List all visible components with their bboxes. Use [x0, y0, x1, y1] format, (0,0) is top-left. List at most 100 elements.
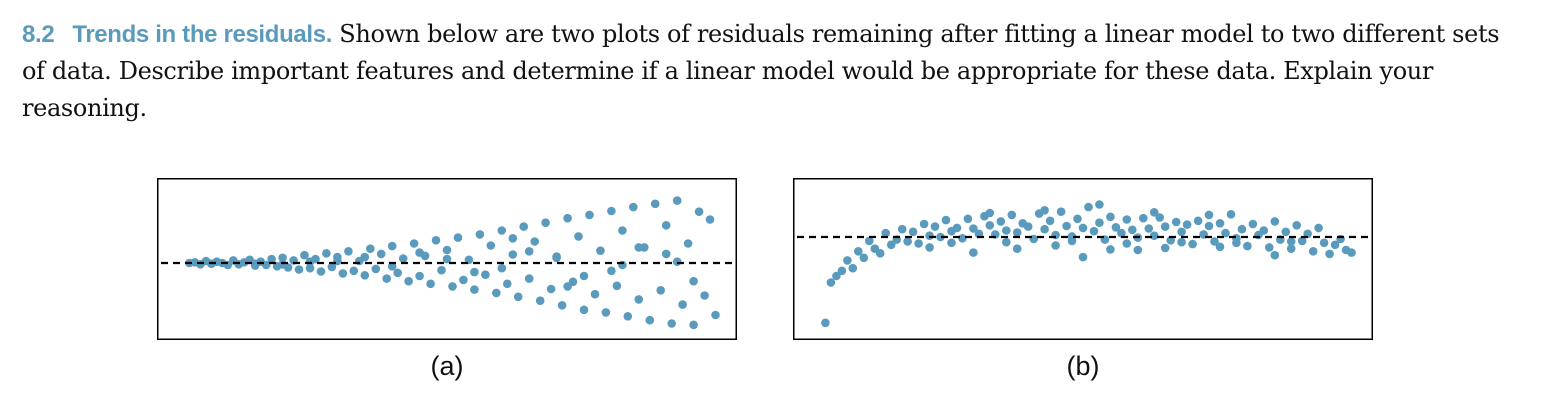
- plot-a-point: [470, 267, 479, 277]
- plot-b-point: [936, 232, 945, 242]
- plot-a-point: [267, 254, 276, 264]
- plot-b-point: [963, 214, 973, 224]
- residual-plot-b-svg: [793, 178, 1373, 340]
- plot-a-point: [371, 264, 381, 274]
- plot-b-point: [1144, 224, 1154, 233]
- plot-a-point: [596, 246, 605, 255]
- plot-b-point: [1122, 239, 1132, 248]
- plot-a-point: [618, 226, 627, 235]
- plot-b-point: [1155, 213, 1164, 222]
- plot-a-point: [535, 296, 545, 305]
- plot-b-point: [1106, 245, 1115, 254]
- problem-text: Shown below are two plots of residuals r…: [22, 20, 1500, 122]
- plot-a-point: [300, 250, 309, 260]
- plot-b-point: [1325, 249, 1334, 259]
- plot-b-point: [925, 243, 934, 252]
- plot-a-point: [607, 206, 616, 216]
- plot-a-point: [481, 270, 490, 279]
- plot-b-point: [1182, 220, 1192, 229]
- plot-b-point: [1012, 244, 1022, 253]
- plot-b-point: [821, 318, 830, 328]
- plot-a-point: [683, 239, 693, 248]
- plot-a-point: [338, 269, 348, 278]
- plot-a-point: [305, 257, 315, 266]
- plot-b-point: [1106, 212, 1115, 222]
- plot-b-point: [1095, 200, 1104, 209]
- plot-b-point: [1040, 206, 1049, 215]
- residual-plot-a-svg: [157, 178, 737, 340]
- plot-b-point: [1248, 219, 1258, 229]
- plot-a-point: [497, 226, 507, 235]
- plot-a-point: [667, 319, 676, 328]
- plot-b-point: [1002, 237, 1011, 247]
- plot-b-point: [1111, 223, 1121, 232]
- residual-plot-a: [157, 178, 737, 340]
- plot-a-point: [519, 222, 528, 231]
- plot-b-point: [832, 271, 841, 281]
- plot-b-point: [1149, 231, 1159, 240]
- plot-b-point: [908, 227, 918, 237]
- plot-a-point: [634, 295, 644, 304]
- plot-b-point: [1215, 219, 1225, 228]
- plot-b-point: [947, 238, 956, 248]
- plot-a-point: [524, 274, 534, 283]
- plot-b-point: [1286, 244, 1296, 253]
- plot-a-point: [387, 241, 397, 251]
- plot-b-point: [1259, 226, 1269, 235]
- problem-title: Trends in the residuals.: [72, 21, 333, 48]
- plot-b-point: [1204, 221, 1214, 231]
- plot-b-point: [985, 221, 995, 230]
- plot-a-point: [700, 291, 709, 300]
- plot-b-point: [1095, 218, 1104, 227]
- plot-a-point: [672, 257, 682, 266]
- problem-number: 8.2: [22, 21, 55, 48]
- plot-b-point: [930, 222, 940, 231]
- plot-b-point: [919, 219, 929, 229]
- plot-a-frame: [157, 178, 737, 340]
- plot-b-point: [1347, 248, 1356, 257]
- plot-a-point: [492, 288, 501, 298]
- plot-b-point: [985, 208, 995, 218]
- plot-b-point: [1286, 237, 1296, 246]
- plot-b-point: [996, 217, 1006, 226]
- plot-a-point: [327, 262, 337, 272]
- plot-a-point: [448, 282, 457, 291]
- plot-b-point: [941, 215, 951, 225]
- plot-b-point: [1149, 208, 1159, 217]
- plot-b-point: [1078, 252, 1088, 262]
- plot-b-point: [1012, 228, 1022, 237]
- plot-b-point: [1210, 237, 1219, 246]
- plot-a-point: [689, 320, 698, 330]
- plot-b-point: [1089, 226, 1099, 236]
- plot-b-point: [1023, 222, 1033, 231]
- plot-b-point: [1297, 236, 1307, 246]
- plot-b-point: [1160, 222, 1170, 231]
- plot-a-point: [508, 250, 518, 259]
- plot-b-point: [903, 237, 912, 246]
- plot-b-point: [1073, 214, 1082, 224]
- plot-a-point: [470, 285, 479, 294]
- plot-b-point: [914, 239, 923, 248]
- plot-b-point: [969, 248, 978, 257]
- plot-b-point: [1040, 224, 1049, 234]
- plot-a-point: [541, 218, 550, 227]
- plot-a-point: [261, 260, 271, 270]
- plot-a-point: [503, 279, 512, 289]
- plot-a-point: [661, 221, 671, 230]
- plot-a-point: [656, 286, 665, 295]
- plot-b-point: [1056, 207, 1066, 216]
- plot-a-point: [557, 301, 567, 310]
- plot-a-point: [278, 260, 287, 269]
- plot-a-point: [316, 267, 326, 276]
- plot-b-point: [1084, 202, 1093, 212]
- plot-a-point: [629, 202, 638, 212]
- plot-a-point: [393, 268, 402, 278]
- plot-a-point: [442, 254, 452, 264]
- plot-a-point: [382, 274, 391, 283]
- plot-a-point: [612, 281, 622, 291]
- plot-b-point: [1243, 241, 1252, 251]
- plot-a-point: [486, 241, 496, 250]
- plot-a-point: [563, 213, 572, 223]
- plot-a-point: [426, 279, 435, 289]
- plot-b-point: [1281, 227, 1291, 237]
